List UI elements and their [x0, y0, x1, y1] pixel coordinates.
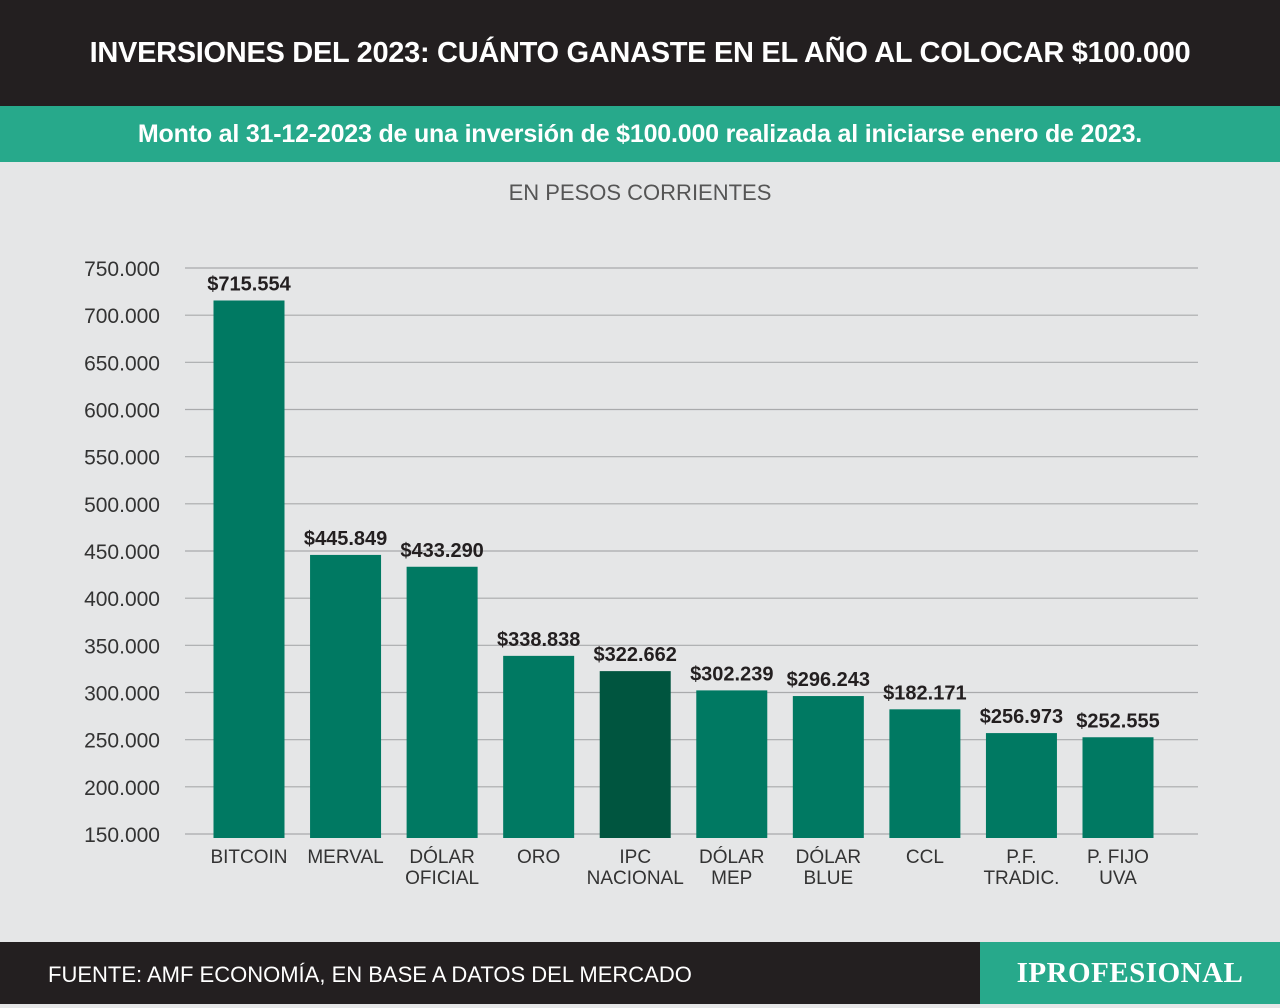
x-tick-label: MEP [711, 868, 752, 889]
data-label: $445.849 [304, 528, 387, 550]
y-tick-label: 600.000 [84, 400, 160, 423]
data-label: $296.243 [787, 669, 870, 691]
x-tick-label: CCL [906, 847, 944, 868]
x-tick-label: MERVAL [307, 847, 383, 868]
chart-area: EN PESOS CORRIENTES 750.000 700.000 650.00… [0, 162, 1280, 942]
x-tick-label: DÓLAR [796, 846, 861, 868]
data-label: $433.290 [400, 540, 483, 562]
y-tick-label: 300.000 [84, 683, 160, 706]
y-tick-label: 650.000 [84, 352, 160, 375]
data-label: $322.662 [594, 644, 677, 666]
data-label: $302.239 [690, 663, 773, 685]
page-title: INVERSIONES DEL 2023: CUÁNTO GANASTE EN … [89, 36, 1191, 69]
y-tick-label: 200.000 [84, 777, 160, 800]
bar [889, 709, 961, 838]
bar [213, 300, 285, 838]
x-tick-label: P. FIJO [1087, 847, 1149, 868]
y-axis-ticks: 750.000 700.000 650.000 600.000 550.000 500.0… [84, 258, 160, 847]
y-tick-label: 400.000 [84, 588, 160, 611]
y-tick-label: 550.000 [84, 447, 160, 470]
chart-title: EN PESOS CORRIENTES [509, 180, 772, 205]
source-note: FUENTE: AMF ECONOMÍA, EN BASE A DATOS DE… [48, 962, 692, 987]
x-tick-label: UVA [1099, 868, 1137, 889]
y-tick-label: 500.000 [84, 494, 160, 517]
x-tick-label: TRADIC. [983, 868, 1059, 889]
data-label: $338.838 [497, 629, 580, 651]
data-label: $252.555 [1076, 710, 1159, 732]
y-tick-label: 350.000 [84, 635, 160, 658]
bar [792, 696, 864, 838]
y-tick-label: 700.000 [84, 305, 160, 328]
bar [696, 690, 768, 838]
bar [406, 566, 478, 838]
data-label: $256.973 [980, 706, 1063, 728]
x-tick-label: DÓLAR [409, 846, 474, 868]
logo: IPROFESIONAL [980, 942, 1280, 1004]
data-label: $182.171 [883, 682, 966, 704]
x-tick-label: IPC [619, 847, 651, 868]
y-tick-label: 750.000 [84, 258, 160, 281]
x-tick-label: ORO [517, 847, 560, 868]
bar [310, 554, 382, 838]
bar [985, 733, 1057, 838]
data-labels: $715.554 $445.849 $433.290 $338.838 $322.662… [207, 273, 1159, 732]
x-tick-label: P.F. [1006, 847, 1036, 868]
bar-chart: EN PESOS CORRIENTES 750.000 700.000 650.00… [84, 180, 1198, 889]
y-tick-label: 150.000 [84, 824, 160, 847]
bar [503, 655, 575, 838]
bars [213, 300, 1154, 838]
x-tick-label: BITCOIN [210, 847, 287, 868]
footer: FUENTE: AMF ECONOMÍA, EN BASE A DATOS DE… [0, 942, 1280, 1004]
y-tick-label: 450.000 [84, 541, 160, 564]
page-subtitle: Monto al 31-12-2023 de una inversión de … [137, 119, 1143, 148]
bar [1082, 737, 1154, 838]
x-tick-label: NACIONAL [587, 868, 684, 889]
subtitle-bar: Monto al 31-12-2023 de una inversión de … [0, 106, 1280, 162]
data-label: $715.554 [207, 273, 291, 295]
logo-text: IPROFESIONAL [1016, 956, 1244, 989]
x-tick-label: DÓLAR [699, 846, 764, 868]
y-tick-label: 250.000 [84, 730, 160, 753]
title-bar: INVERSIONES DEL 2023: CUÁNTO GANASTE EN … [0, 0, 1280, 106]
x-tick-label: OFICIAL [405, 868, 479, 889]
x-tick-label: BLUE [804, 868, 854, 889]
bar [599, 671, 671, 838]
